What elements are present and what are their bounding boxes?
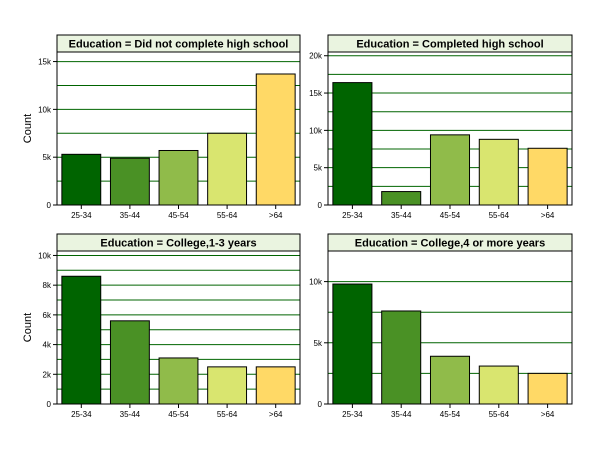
x-tick-label-2-1: 25-34 — [342, 211, 363, 220]
x-tick-label-4-3: 45-54 — [440, 410, 461, 419]
bar-1-3 — [158, 149, 199, 206]
y-tick-label-1-3: 10k — [38, 105, 52, 114]
y-tick-label-1-2: 5k — [43, 153, 52, 162]
panel-title-2: Education = Completed high school — [356, 39, 543, 51]
bar-1-4 — [207, 132, 248, 206]
chart-panel-2: Education = Completed high school 0 5k 10k 1… — [309, 34, 573, 220]
chart-panel-1: Education = Did not complete high school… — [22, 34, 301, 220]
y-tick-label-2-4: 15k — [309, 89, 323, 98]
bar-4-3 — [429, 355, 471, 405]
bar-4-2 — [381, 310, 422, 405]
bar-3-1 — [61, 275, 102, 405]
y-tick-label-1-1: 0 — [47, 201, 52, 210]
chart-panel-4: Education = College,4 or more years 0 5k 10… — [309, 233, 573, 419]
x-tick-label-3-5: >64 — [269, 410, 283, 419]
bar-3-5 — [255, 366, 296, 405]
bar-3-4 — [207, 366, 248, 405]
y-tick-label-3-4: 6k — [43, 311, 52, 320]
y-tick-label-2-3: 10k — [309, 126, 323, 135]
x-tick-label-2-3: 45-54 — [440, 211, 461, 220]
x-tick-label-1-3: 45-54 — [168, 211, 189, 220]
bar-4-1 — [332, 283, 373, 405]
bar-4-5 — [527, 372, 568, 405]
y-tick-label-3-1: 0 — [47, 400, 52, 409]
x-tick-label-1-2: 35-44 — [120, 211, 141, 220]
bar-2-4 — [478, 138, 519, 206]
bar-2-2 — [381, 191, 422, 206]
x-tick-label-2-5: >64 — [541, 211, 555, 220]
panel-title-4: Education = College,4 or more years — [355, 238, 545, 250]
y-tick-label-2-2: 5k — [314, 164, 323, 173]
bar-1-2 — [109, 157, 150, 206]
bar-1-5 — [255, 73, 296, 206]
y-tick-label-4-2: 5k — [314, 339, 323, 348]
y-tick-label-3-3: 4k — [43, 341, 52, 350]
bar-2-1 — [332, 82, 373, 206]
x-tick-label-3-2: 35-44 — [120, 410, 141, 419]
y-tick-label-3-6: 10k — [38, 251, 52, 260]
y-tick-label-4-1: 0 — [318, 400, 323, 409]
y-tick-label-2-1: 0 — [318, 201, 323, 210]
x-tick-label-1-1: 25-34 — [71, 211, 92, 220]
bar-3-3 — [158, 357, 199, 405]
y-tick-label-4-3: 10k — [309, 278, 323, 287]
x-tick-label-4-1: 25-34 — [342, 410, 363, 419]
y-axis-label-3: Count — [22, 313, 34, 342]
panel-title-3: Education = College,1-3 years — [100, 238, 256, 250]
panel-title-1: Education = Did not complete high school — [69, 39, 289, 51]
x-tick-label-4-2: 35-44 — [391, 410, 412, 419]
x-tick-label-1-5: >64 — [269, 211, 283, 220]
bar-3-2 — [109, 320, 150, 405]
bar-2-5 — [527, 147, 568, 206]
x-tick-label-3-3: 45-54 — [168, 410, 189, 419]
y-tick-label-3-2: 2k — [43, 370, 52, 379]
y-tick-label-2-5: 20k — [309, 52, 323, 61]
x-tick-label-2-2: 35-44 — [391, 211, 412, 220]
bar-1-1 — [61, 153, 102, 206]
bar-4-4 — [478, 365, 519, 405]
chart-panel-3: Education = College,1-3 years 0 2k 4k 6k 8k 10… — [22, 233, 301, 419]
x-tick-label-2-4: 55-64 — [489, 211, 510, 220]
y-tick-label-3-5: 8k — [43, 281, 52, 290]
y-axis-label-1: Count — [22, 114, 34, 143]
x-tick-label-3-4: 55-64 — [217, 410, 238, 419]
x-tick-label-3-1: 25-34 — [71, 410, 92, 419]
y-tick-label-1-4: 15k — [38, 58, 52, 67]
x-tick-label-4-5: >64 — [541, 410, 555, 419]
x-tick-label-4-4: 55-64 — [489, 410, 510, 419]
x-tick-label-1-4: 55-64 — [217, 211, 238, 220]
bar-2-3 — [429, 134, 471, 206]
